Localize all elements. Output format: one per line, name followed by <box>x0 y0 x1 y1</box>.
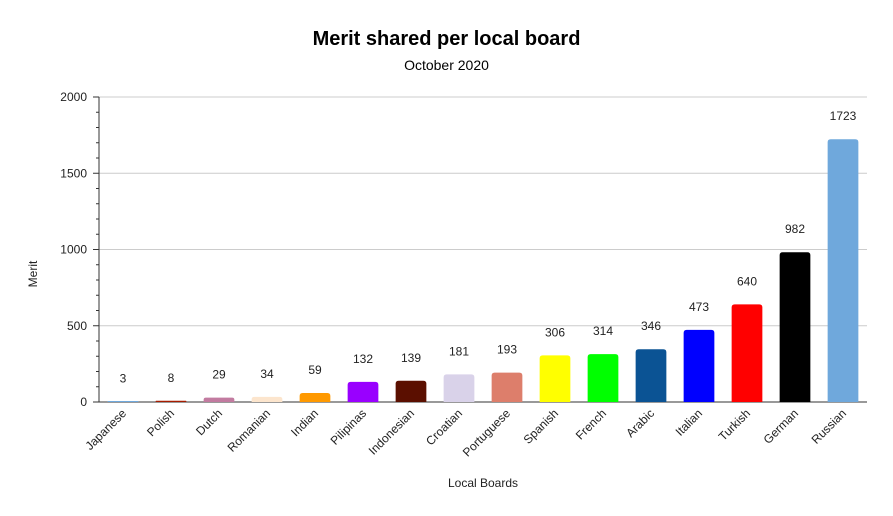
bar-polish <box>155 400 187 402</box>
data-label: 29 <box>212 368 226 382</box>
data-label: 59 <box>308 363 322 377</box>
data-label: 982 <box>785 222 805 236</box>
x-tick-label: Pilipinas <box>328 406 370 448</box>
x-tick-label: Polish <box>144 406 177 439</box>
x-tick-label: Romanian <box>225 406 274 455</box>
x-tick-label: Turkish <box>716 406 753 443</box>
data-label: 3 <box>120 372 127 386</box>
data-label: 193 <box>497 343 517 357</box>
data-label: 34 <box>260 367 274 381</box>
x-tick-label: French <box>573 406 609 442</box>
bar-turkish <box>731 304 763 402</box>
x-tick-label: Spanish <box>521 406 562 447</box>
data-label: 346 <box>641 319 661 333</box>
data-labels: 3 8 29 34 59 132 139 181 193 306 314 346 473 640 982 17… <box>120 109 857 385</box>
x-tick-label: Dutch <box>193 406 225 438</box>
data-label: 1723 <box>830 109 857 123</box>
bar-indian <box>299 393 331 402</box>
y-tick-label: 1000 <box>60 243 87 257</box>
y-tick-label: 500 <box>67 319 87 333</box>
x-tick-label: Japanese <box>82 406 129 453</box>
bar-croatian <box>443 374 475 402</box>
bar-romanian <box>251 396 283 402</box>
y-tick-label: 1500 <box>60 166 87 180</box>
x-axis-label: Local Boards <box>448 476 518 490</box>
x-tick-label: Italian <box>673 406 706 439</box>
data-label: 139 <box>401 351 421 365</box>
x-tick-label: Arabic <box>623 406 657 440</box>
x-tick-label: Croatian <box>423 406 465 448</box>
bar-arabic <box>635 349 667 402</box>
data-label: 8 <box>168 371 175 385</box>
bar-italian <box>683 329 715 402</box>
y-axis-label: Merit <box>26 260 40 287</box>
data-label: 306 <box>545 325 565 339</box>
chart-subtitle: October 2020 <box>404 57 489 73</box>
x-tick-label: Portuguese <box>460 406 514 460</box>
bar-german <box>779 252 811 402</box>
bar-japanese <box>107 401 139 402</box>
bar-pilipinas <box>347 381 379 402</box>
bar-french <box>587 354 619 402</box>
x-tick-label: Indonesian <box>366 406 417 457</box>
data-label: 473 <box>689 300 709 314</box>
x-tick-label: Russian <box>809 406 850 447</box>
bar-russian <box>827 139 859 402</box>
x-tick-label: Indian <box>288 406 321 439</box>
data-label: 181 <box>449 344 469 358</box>
bar-dutch <box>203 397 235 402</box>
data-label: 314 <box>593 324 613 338</box>
y-tick-label: 2000 <box>60 90 87 104</box>
chart-title: Merit shared per local board <box>313 28 581 50</box>
bar-portuguese <box>491 372 523 402</box>
bar-indonesian <box>395 380 427 402</box>
data-label: 132 <box>353 352 373 366</box>
x-tick-label: German <box>761 406 802 447</box>
data-label: 640 <box>737 274 757 288</box>
bars <box>107 139 859 402</box>
bar-spanish <box>539 355 571 402</box>
gridlines <box>99 96 867 327</box>
y-tick-label: 0 <box>80 395 87 409</box>
